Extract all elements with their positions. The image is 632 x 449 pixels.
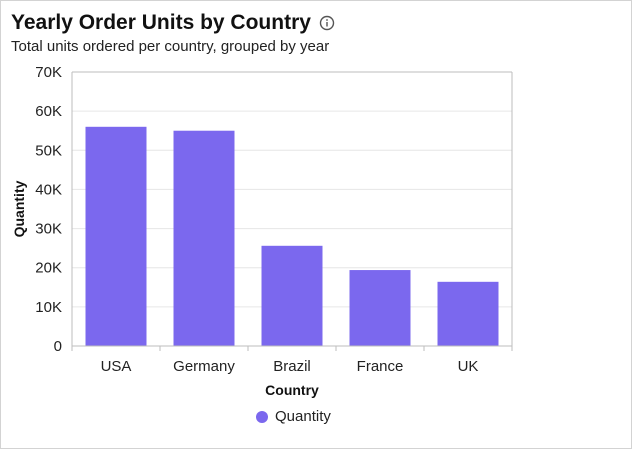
y-tick-label: 0 <box>54 338 62 355</box>
y-axis-title: Quantity <box>11 180 27 237</box>
bar-uk[interactable] <box>437 281 499 346</box>
y-tick-label: 20K <box>35 260 62 277</box>
bar-brazil[interactable] <box>261 245 323 346</box>
legend-label[interactable]: Quantity <box>275 408 331 425</box>
y-tick-label: 60K <box>35 103 62 120</box>
title-row: Yearly Order Units by Country <box>11 10 335 36</box>
y-tick-label: 40K <box>35 181 62 198</box>
legend-swatch <box>256 410 268 423</box>
bars <box>85 126 499 346</box>
axes <box>71 71 513 351</box>
x-tick-label: USA <box>101 358 132 375</box>
info-circle-icon[interactable] <box>319 15 335 31</box>
bar-france[interactable] <box>349 270 411 346</box>
y-tick-label: 50K <box>35 142 62 159</box>
bar-usa[interactable] <box>85 126 147 346</box>
y-tick-label: 70K <box>35 64 62 81</box>
chart-title: Yearly Order Units by Country <box>11 11 311 34</box>
x-tick-label: Germany <box>173 358 235 375</box>
x-tick-label: Brazil <box>273 358 311 375</box>
x-tick-label: UK <box>458 358 479 375</box>
y-tick-label: 10K <box>35 299 62 316</box>
x-axis-title: Country <box>265 382 319 398</box>
y-tick-label: 30K <box>35 221 62 238</box>
bar-germany[interactable] <box>173 130 235 346</box>
x-tick-label: France <box>357 358 404 375</box>
chart-subtitle: Total units ordered per country, grouped… <box>11 38 330 55</box>
tick-labels: 0 10K 20K 30K 40K 50K 60K 70K USA Germany Brazil Fr… <box>35 64 478 375</box>
legend: Quantity <box>256 408 331 425</box>
